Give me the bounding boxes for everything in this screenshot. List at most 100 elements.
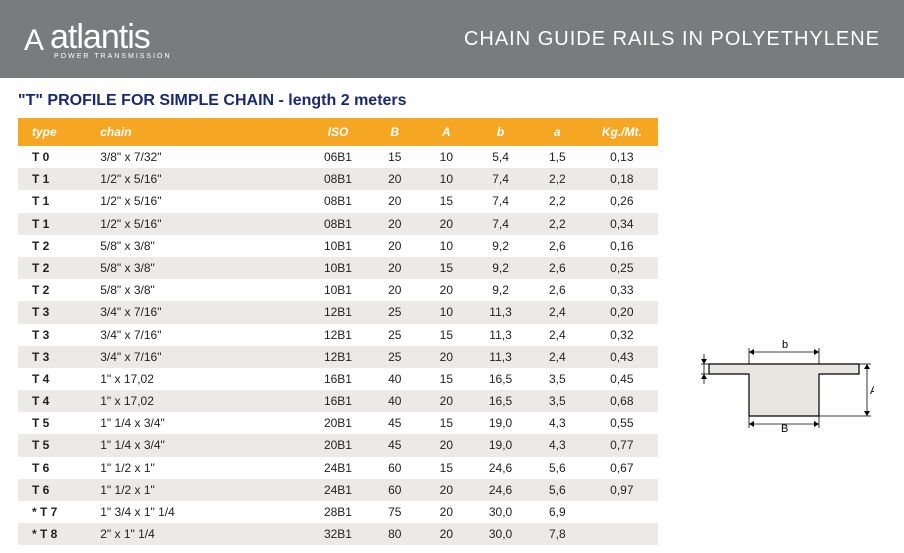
cell-b: 5,4 <box>472 146 529 168</box>
cell-B: 60 <box>369 457 421 479</box>
cell-B: 20 <box>369 257 421 279</box>
cell-A: 15 <box>421 324 473 346</box>
cell-chain: 1" 1/4 x 3/4" <box>90 412 307 434</box>
cell-kg: 0,34 <box>586 213 658 235</box>
page-header: A atlantis POWER TRANSMISSION CHAIN GUID… <box>0 0 904 78</box>
col-iso: ISO <box>307 118 369 146</box>
cell-a: 4,3 <box>529 434 586 456</box>
cell-A: 20 <box>421 390 473 412</box>
cell-chain: 5/8" x 3/8" <box>90 257 307 279</box>
cell-A: 20 <box>421 279 473 301</box>
profile-shape <box>709 364 859 416</box>
cell-B: 25 <box>369 301 421 323</box>
table-row: T 25/8" x 3/8"10B120109,22,60,16 <box>18 235 658 257</box>
cell-chain: 5/8" x 3/8" <box>90 235 307 257</box>
cell-b: 11,3 <box>472 324 529 346</box>
table-row: T 51" 1/4 x 3/4"20B1451519,04,30,55 <box>18 412 658 434</box>
cell-b: 19,0 <box>472 412 529 434</box>
cell-B: 80 <box>369 523 421 545</box>
label-A-big: A <box>870 385 874 397</box>
cell-chain: 3/4" x 7/16" <box>90 301 307 323</box>
cell-type: T 1 <box>18 213 90 235</box>
cell-type: T 5 <box>18 434 90 456</box>
cell-A: 10 <box>421 146 473 168</box>
cell-A: 20 <box>421 434 473 456</box>
cell-a: 2,2 <box>529 168 586 190</box>
cell-chain: 1" 1/2 x 1" <box>90 457 307 479</box>
cell-iso: 12B1 <box>307 324 369 346</box>
table-row: T 11/2" x 5/16"08B120207,42,20,34 <box>18 213 658 235</box>
cell-kg: 0,97 <box>586 479 658 501</box>
cell-a: 2,6 <box>529 257 586 279</box>
cell-iso: 16B1 <box>307 368 369 390</box>
cell-B: 20 <box>369 213 421 235</box>
cell-type: T 4 <box>18 368 90 390</box>
col-b-small: b <box>472 118 529 146</box>
cell-chain: 2" x 1" 1/4 <box>90 523 307 545</box>
cell-A: 20 <box>421 523 473 545</box>
cell-A: 10 <box>421 235 473 257</box>
cell-kg: 0,55 <box>586 412 658 434</box>
cell-iso: 32B1 <box>307 523 369 545</box>
cell-kg: 0,45 <box>586 368 658 390</box>
col-B: B <box>369 118 421 146</box>
cell-iso: 12B1 <box>307 346 369 368</box>
cell-iso: 20B1 <box>307 434 369 456</box>
cell-kg: 0,68 <box>586 390 658 412</box>
cell-A: 10 <box>421 301 473 323</box>
cell-a: 1,5 <box>529 146 586 168</box>
cell-b: 9,2 <box>472 279 529 301</box>
cell-chain: 1" 1/4 x 3/4" <box>90 434 307 456</box>
cell-b: 24,6 <box>472 457 529 479</box>
cell-b: 11,3 <box>472 346 529 368</box>
cell-kg: 0,32 <box>586 324 658 346</box>
cell-B: 60 <box>369 479 421 501</box>
cell-iso: 08B1 <box>307 213 369 235</box>
col-a-small: a <box>529 118 586 146</box>
cell-iso: 12B1 <box>307 301 369 323</box>
cell-iso: 10B1 <box>307 235 369 257</box>
cell-chain: 1/2" x 5/16" <box>90 190 307 212</box>
cell-a: 2,4 <box>529 324 586 346</box>
cell-b: 7,4 <box>472 213 529 235</box>
cell-a: 3,5 <box>529 368 586 390</box>
table-row: * T 71" 3/4 x 1" 1/428B1752030,06,9 <box>18 501 658 523</box>
logo-icon: A <box>24 24 44 58</box>
col-A: A <box>421 118 473 146</box>
cell-iso: 16B1 <box>307 390 369 412</box>
cell-A: 20 <box>421 346 473 368</box>
cell-chain: 1/2" x 5/16" <box>90 168 307 190</box>
table-header-row: type chain ISO B A b a Kg./Mt. <box>18 118 658 146</box>
label-a: a <box>699 366 700 372</box>
cell-B: 45 <box>369 412 421 434</box>
cell-b: 16,5 <box>472 368 529 390</box>
cell-chain: 1" 3/4 x 1" 1/4 <box>90 501 307 523</box>
cell-type: * T 7 <box>18 501 90 523</box>
table-row: T 33/4" x 7/16"12B1252011,32,40,43 <box>18 346 658 368</box>
cell-b: 9,2 <box>472 235 529 257</box>
table-body: T 03/8" x 7/32"06B115105,41,50,13T 11/2"… <box>18 146 658 545</box>
cell-iso: 20B1 <box>307 412 369 434</box>
cell-kg: 0,43 <box>586 346 658 368</box>
cell-chain: 3/8" x 7/32" <box>90 146 307 168</box>
cell-a: 2,4 <box>529 301 586 323</box>
cell-kg <box>586 523 658 545</box>
cell-B: 25 <box>369 346 421 368</box>
table-row: T 61" 1/2 x 1"24B1601524,65,60,67 <box>18 457 658 479</box>
table-row: T 61" 1/2 x 1"24B1602024,65,60,97 <box>18 479 658 501</box>
cell-b: 19,0 <box>472 434 529 456</box>
table-row: T 11/2" x 5/16"08B120107,42,20,18 <box>18 168 658 190</box>
table-row: T 11/2" x 5/16"08B120157,42,20,26 <box>18 190 658 212</box>
cell-iso: 24B1 <box>307 479 369 501</box>
cell-A: 15 <box>421 257 473 279</box>
table-row: T 51" 1/4 x 3/4"20B1452019,04,30,77 <box>18 434 658 456</box>
table-row: T 4 1" x 17,0216B1401516,53,50,45 <box>18 368 658 390</box>
table-row: T 4 1" x 17,0216B1402016,53,50,68 <box>18 390 658 412</box>
cell-b: 16,5 <box>472 390 529 412</box>
table-row: T 25/8" x 3/8"10B120209,22,60,33 <box>18 279 658 301</box>
table-row: * T 8 2" x 1" 1/432B1802030,07,8 <box>18 523 658 545</box>
cell-kg: 0,26 <box>586 190 658 212</box>
content-area: "T" PROFILE FOR SIMPLE CHAIN - length 2 … <box>0 78 904 545</box>
cell-a: 2,6 <box>529 235 586 257</box>
cell-kg: 0,16 <box>586 235 658 257</box>
